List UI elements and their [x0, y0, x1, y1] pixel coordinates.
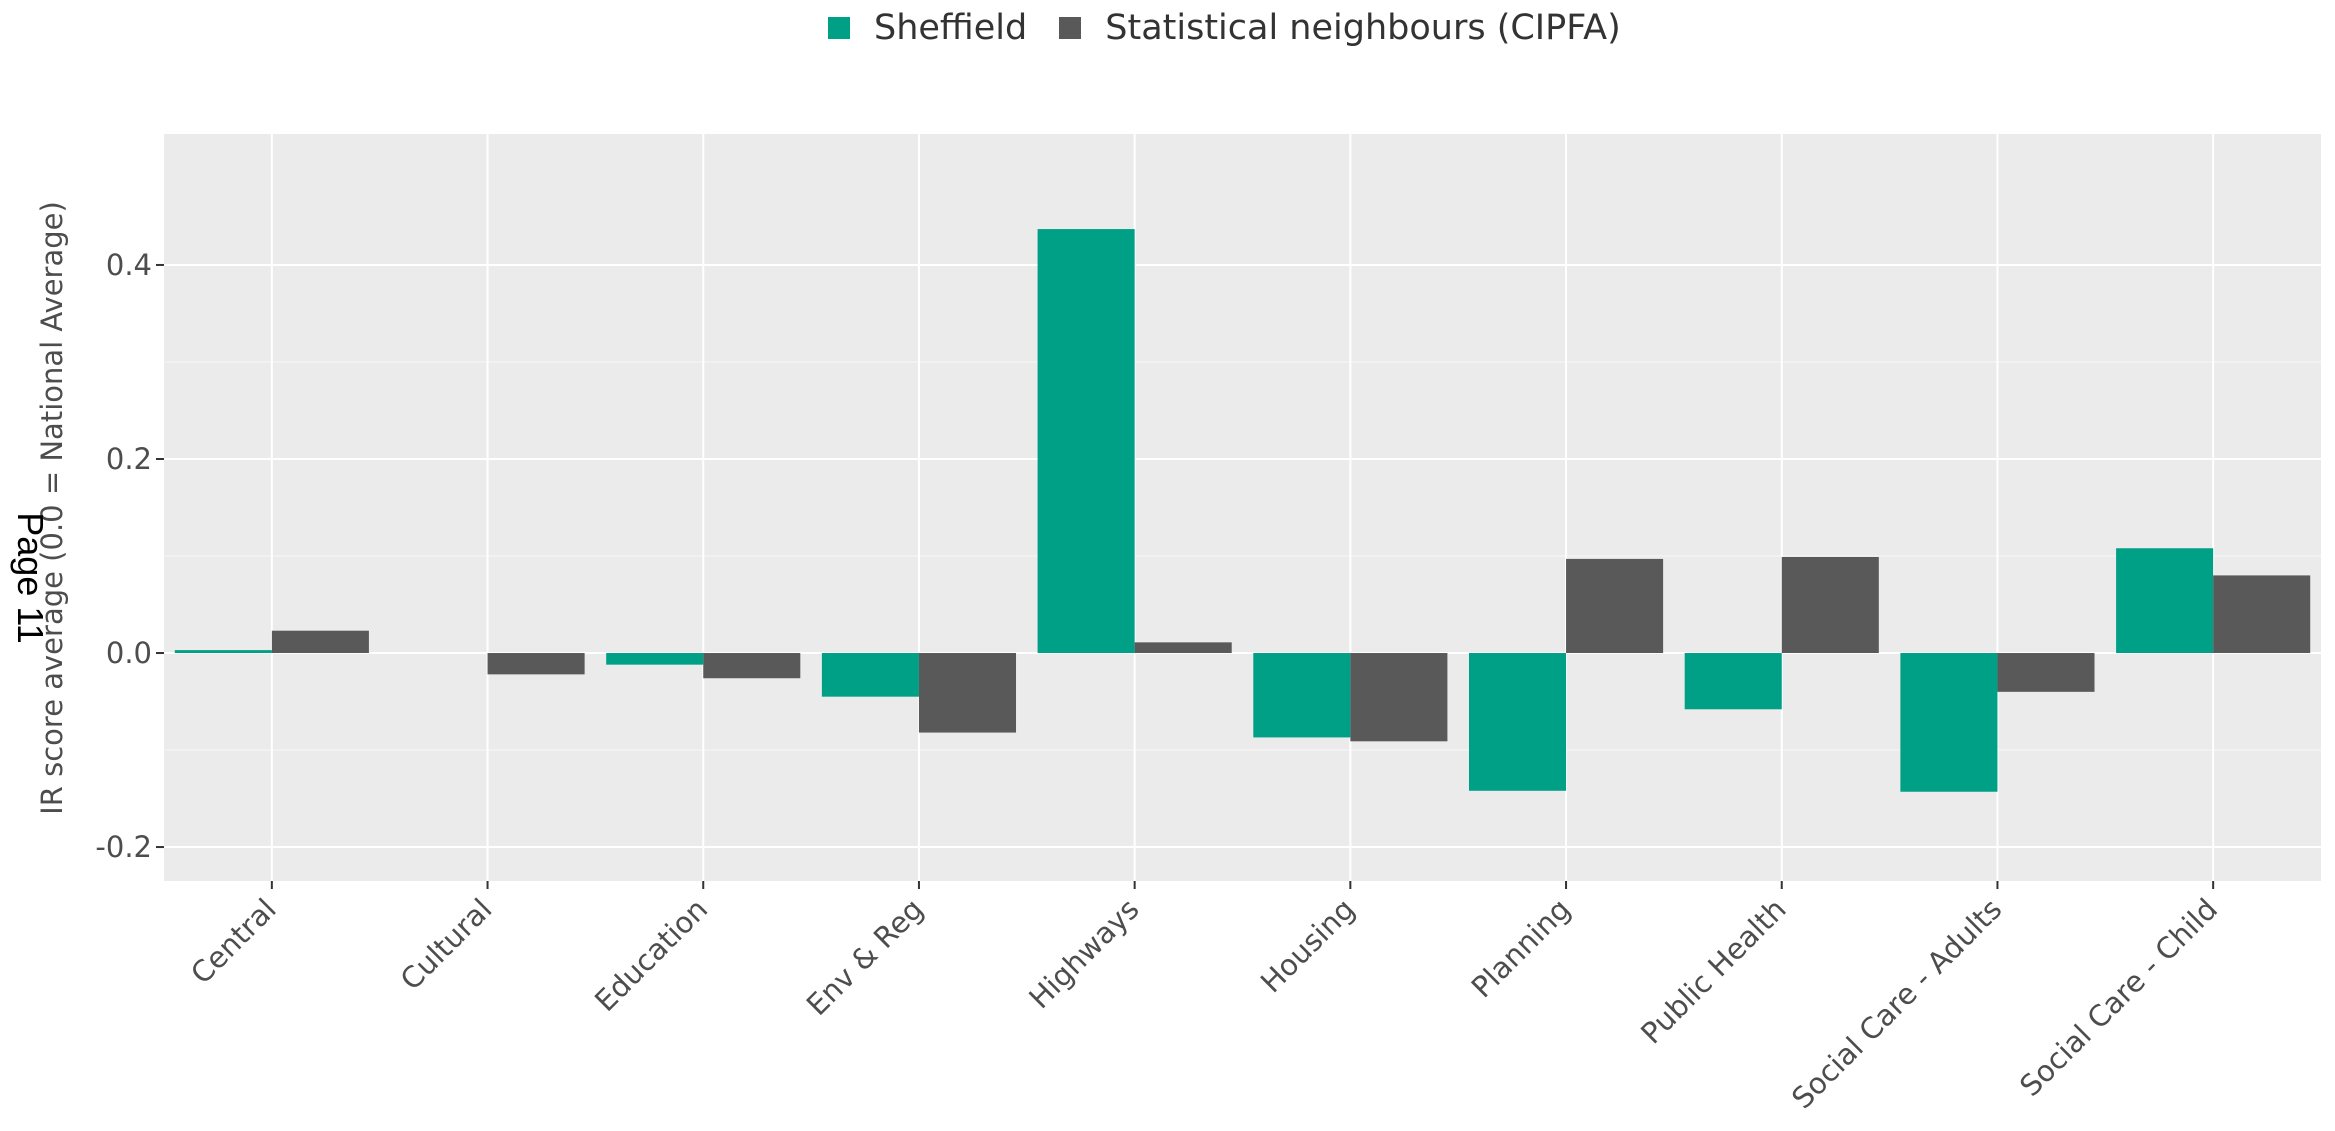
bar-neighbours-planning	[1566, 558, 1664, 654]
bar-sheffield-public-health	[1684, 653, 1782, 710]
legend-swatch-neighbours	[1059, 17, 1082, 39]
bar-neighbours-cultural	[487, 653, 585, 675]
bar-sheffield-highways	[1037, 229, 1135, 654]
bar-sheffield-social-care-adults	[1900, 653, 1998, 792]
bar-neighbours-highways	[1134, 642, 1232, 654]
x-axis-ticks: Central Cultural Education Env & Reg Highway…	[184, 881, 2224, 1115]
bar-sheffield-env-reg	[821, 653, 919, 697]
bars	[174, 229, 2311, 792]
bar-neighbours-central	[271, 630, 369, 654]
bar-sheffield-central	[174, 650, 272, 654]
page-number-text: Page 11	[10, 512, 51, 644]
bar-neighbours-social-care-child	[2213, 575, 2311, 654]
x-tick-label: Cultural	[394, 892, 499, 997]
bar-neighbours-education	[703, 653, 801, 679]
x-tick-label: Central	[184, 892, 283, 991]
x-tick-label: Env & Reg	[800, 892, 930, 1022]
x-tick-label: Education	[588, 892, 714, 1018]
y-tick-label: -0.2	[95, 830, 152, 864]
page-number-stamp: Page 11	[0, 504, 60, 652]
y-tick-label: 0.4	[106, 248, 152, 282]
bar-neighbours-social-care-adults	[1997, 653, 2095, 692]
x-tick-label: Housing	[1254, 892, 1361, 999]
y-tick-label: 0.0	[106, 636, 152, 670]
bar-sheffield-planning	[1468, 653, 1567, 791]
legend-label-sheffield: Sheffield	[874, 8, 1028, 48]
legend-item-neighbours: Statistical neighbours (CIPFA)	[1059, 8, 1621, 48]
x-tick-label: Highways	[1022, 892, 1145, 1015]
legend-swatch-sheffield	[828, 17, 850, 39]
bar-sheffield-housing	[1253, 653, 1351, 738]
bar-sheffield-social-care-child	[2116, 548, 2214, 654]
bar-neighbours-public-health	[1781, 556, 1879, 654]
x-tick-label: Social Care - Child	[2013, 892, 2224, 1103]
legend-label-neighbours: Statistical neighbours (CIPFA)	[1105, 8, 1621, 48]
y-axis-label: IR score average (0.0 = National Average…	[35, 201, 69, 815]
legend-item-sheffield: Sheffield	[828, 8, 1027, 48]
chart-legend: Sheffield Statistical neighbours (CIPFA)	[828, 6, 1653, 50]
x-tick-label: Planning	[1465, 892, 1577, 1004]
x-tick-label: Public Health	[1634, 892, 1793, 1051]
bar-sheffield-education	[606, 653, 704, 665]
bar-neighbours-env-reg	[918, 653, 1017, 733]
x-tick-label: Social Care - Adults	[1785, 892, 2008, 1115]
y-tick-label: 0.2	[106, 442, 152, 476]
bar-neighbours-housing	[1350, 653, 1448, 742]
y-axis-ticks: -0.2 0.0 0.2 0.4	[95, 248, 164, 864]
